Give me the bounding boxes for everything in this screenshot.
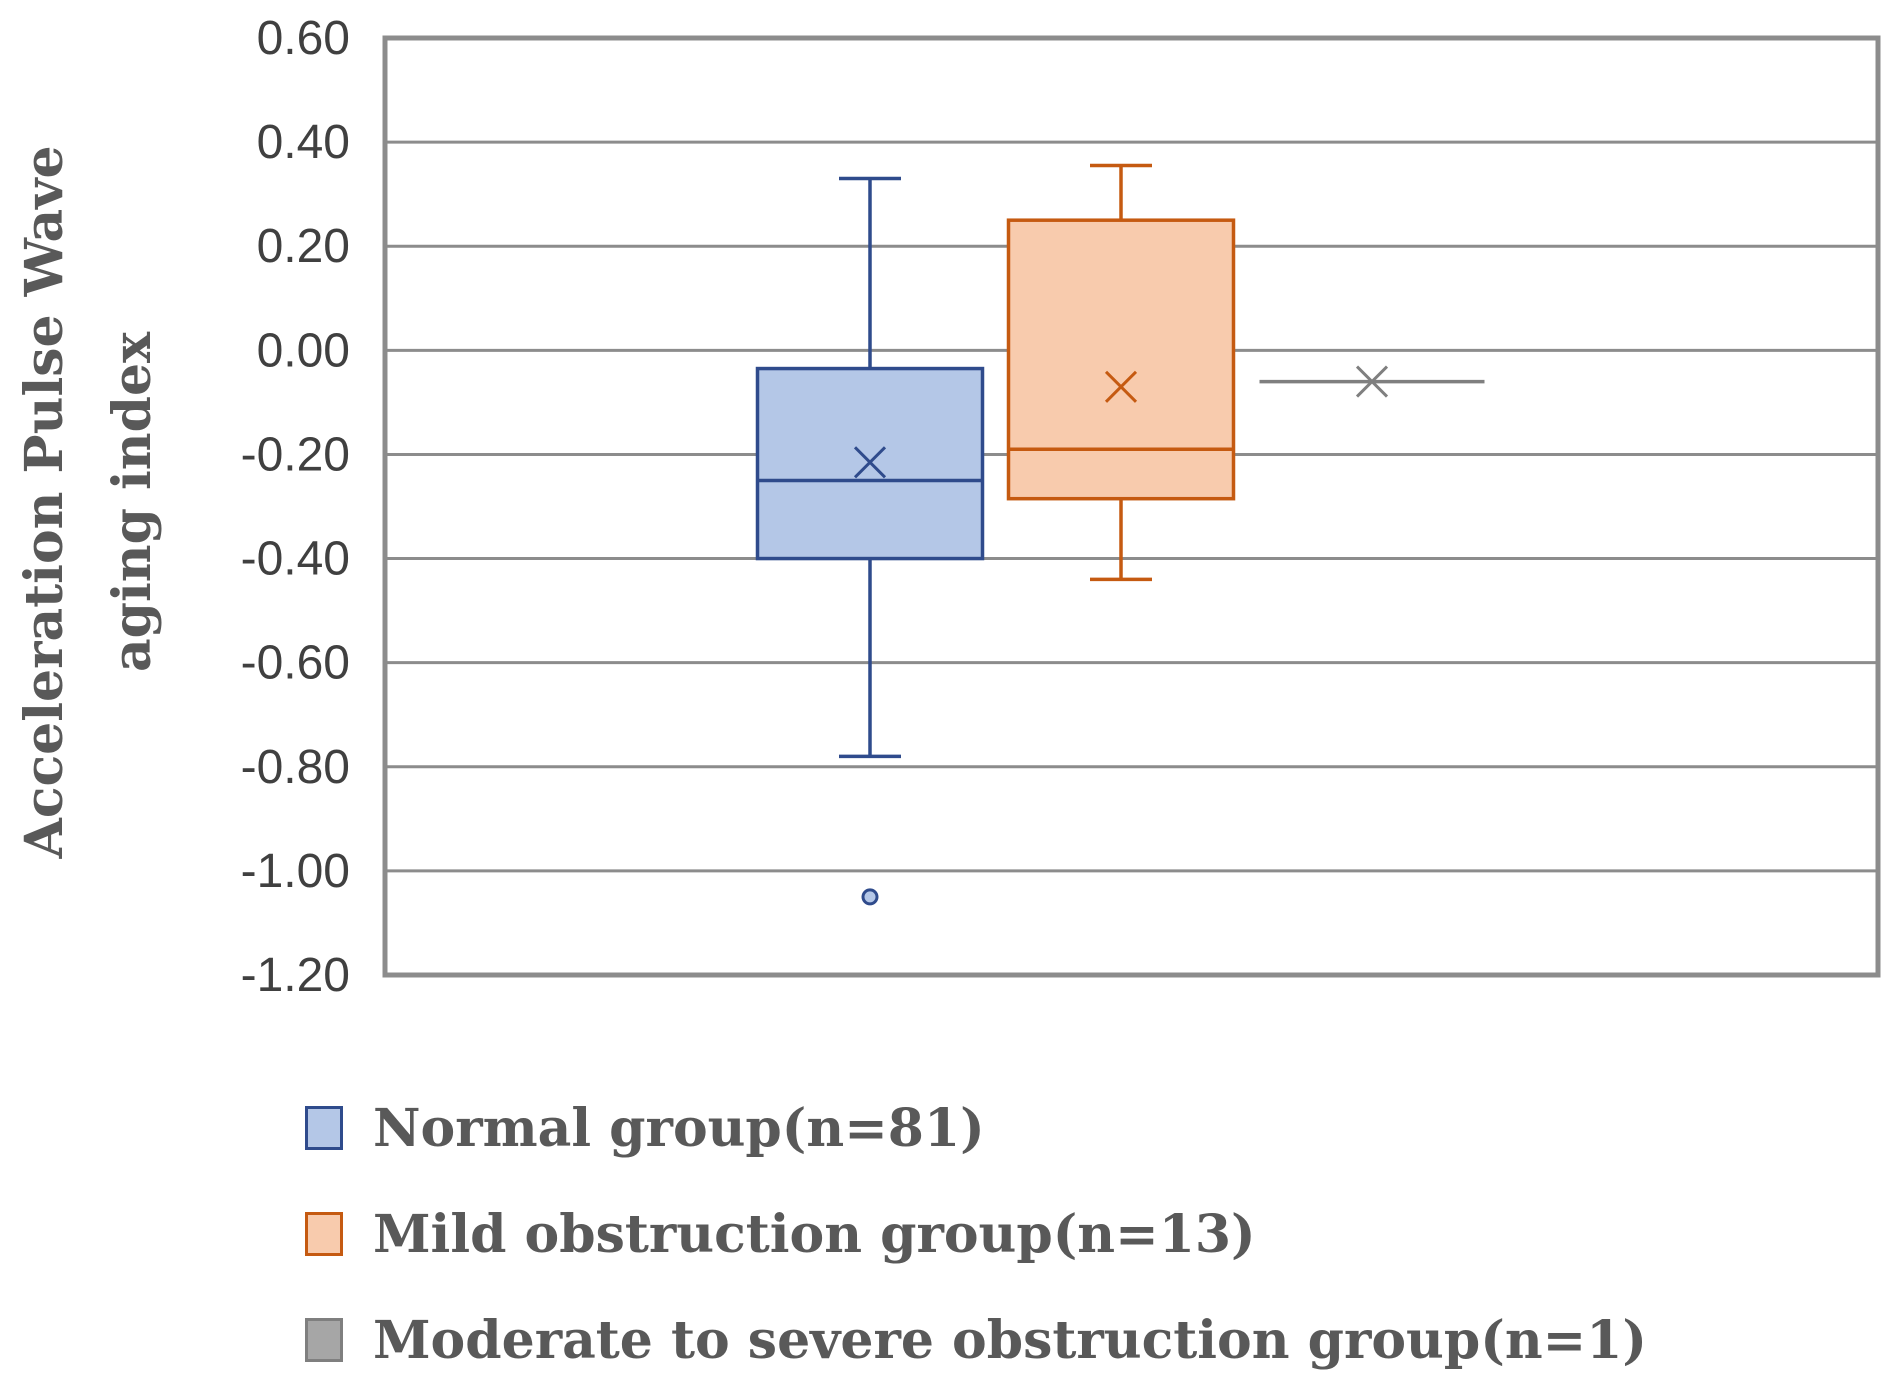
y-tick-label-4: -0.20 <box>241 428 350 481</box>
y-tick-label-6: -0.60 <box>241 637 350 690</box>
mean-marker-stroke-b-0 <box>853 446 887 479</box>
box-series-0 <box>755 176 985 906</box>
box-series-1 <box>1006 163 1236 582</box>
y-tick-labels: 0.60 0.40 0.20 0.00 -0.20 -0.40 -0.60 -0.80 -1.0… <box>241 12 350 1002</box>
legend: Normal group(n=81) Mild obstruction grou… <box>305 1075 1647 1393</box>
y-tick-label-7: -0.80 <box>241 741 350 794</box>
legend-label-moderate-severe: Moderate to severe obstruction group(n=1… <box>373 1309 1647 1371</box>
iqr-box-1 <box>1006 218 1236 501</box>
y-axis-title-line-1: Acceleration Pulse Wave <box>14 145 75 859</box>
y-tick-label-9: -1.20 <box>241 949 350 1002</box>
legend-swatch-mild <box>305 1212 343 1256</box>
legend-item-normal: Normal group(n=81) <box>305 1075 1647 1181</box>
mean-marker-0 <box>853 446 887 479</box>
mean-marker-stroke-b-1 <box>1104 370 1138 403</box>
mean-marker-1 <box>1104 370 1138 403</box>
legend-label-mild: Mild obstruction group(n=13) <box>373 1203 1256 1265</box>
box-series-2 <box>1259 365 1485 398</box>
gridlines <box>385 36 1878 977</box>
legend-swatch-moderate-severe <box>305 1318 343 1362</box>
outlier-0-0 <box>861 888 879 906</box>
mean-marker-stroke-b-2 <box>1355 365 1389 398</box>
legend-item-moderate-severe: Moderate to severe obstruction group(n=1… <box>305 1287 1647 1393</box>
legend-swatch-normal <box>305 1106 343 1150</box>
legend-label-normal: Normal group(n=81) <box>373 1097 985 1159</box>
y-tick-label-5: -0.40 <box>241 533 350 586</box>
boxes <box>755 163 1485 906</box>
y-tick-label-8: -1.00 <box>241 845 350 898</box>
legend-item-mild: Mild obstruction group(n=13) <box>305 1181 1647 1287</box>
y-tick-label-3: 0.00 <box>257 324 350 377</box>
plot-area-border <box>382 35 1881 978</box>
y-tick-label-1: 0.40 <box>257 116 350 169</box>
y-tick-label-2: 0.20 <box>257 220 350 273</box>
y-tick-label-0: 0.60 <box>257 12 350 65</box>
y-axis-title-line-2: aging index <box>102 331 163 672</box>
mean-marker-2 <box>1355 365 1389 398</box>
